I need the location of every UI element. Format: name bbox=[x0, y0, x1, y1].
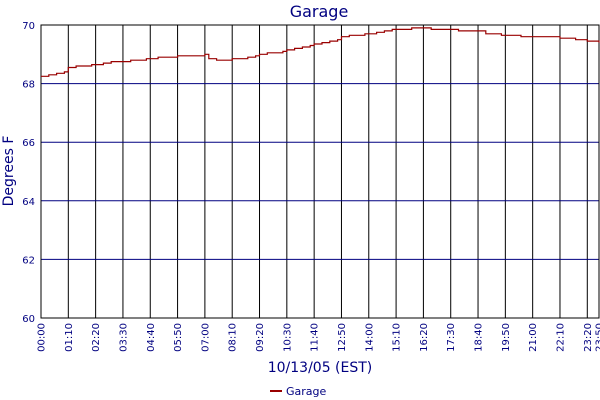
y-tick-labels: 60 62 64 66 68 70 bbox=[22, 21, 35, 325]
x-tick-label: 18:40 bbox=[474, 323, 485, 352]
x-tick-label: 14:00 bbox=[364, 323, 375, 352]
x-tick-label: 22:10 bbox=[555, 323, 566, 352]
y-tick-label: 70 bbox=[22, 21, 35, 32]
chart-title: Garage bbox=[290, 2, 349, 21]
legend-label-garage: Garage bbox=[286, 385, 327, 398]
legend: Garage bbox=[270, 385, 327, 398]
x-tick-label: 05:50 bbox=[173, 323, 184, 352]
x-tick-label: 10:30 bbox=[282, 323, 293, 352]
grid bbox=[40, 24, 600, 319]
x-tick-label: 15:10 bbox=[392, 323, 403, 352]
x-tick-label: 12:50 bbox=[337, 323, 348, 352]
x-axis-label: 10/13/05 (EST) bbox=[268, 360, 373, 376]
y-axis-label: Degrees F bbox=[1, 136, 17, 207]
x-tick-label: 16:20 bbox=[419, 323, 430, 352]
x-tick-label: 11:40 bbox=[310, 323, 321, 352]
x-tick-labels: 00:00 01:10 02:20 03:30 04:40 05:50 07:00 08:10… bbox=[37, 323, 600, 352]
y-tick-label: 62 bbox=[22, 255, 35, 266]
x-tick-label: 09:20 bbox=[255, 323, 266, 352]
x-tick-label: 19:50 bbox=[501, 323, 512, 352]
y-tick-label: 66 bbox=[22, 138, 35, 149]
x-tick-label: 07:00 bbox=[200, 323, 211, 352]
x-tick-label: 01:10 bbox=[64, 323, 75, 352]
y-tick-label: 64 bbox=[22, 197, 35, 208]
series-line-garage bbox=[41, 27, 600, 77]
plot-frame bbox=[40, 24, 600, 319]
x-tick-label: 23:20 bbox=[583, 323, 594, 352]
x-tick-label: 04:40 bbox=[146, 323, 157, 352]
x-tick-label: 17:30 bbox=[446, 323, 457, 352]
x-tick-label: 03:30 bbox=[118, 323, 129, 352]
y-tick-label: 68 bbox=[22, 80, 35, 91]
x-tick-label: 08:10 bbox=[228, 323, 239, 352]
x-tick-label: 21:00 bbox=[528, 323, 539, 352]
y-tick-label: 60 bbox=[22, 314, 35, 325]
x-tick-label: 23:50 bbox=[595, 323, 600, 352]
x-tick-label: 00:00 bbox=[37, 323, 48, 352]
x-tick-label: 02:20 bbox=[91, 323, 102, 352]
